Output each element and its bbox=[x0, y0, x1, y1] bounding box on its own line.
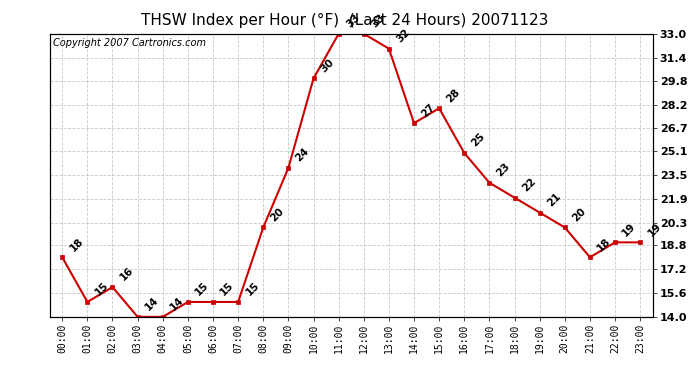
Text: 30: 30 bbox=[319, 57, 337, 74]
Text: 19: 19 bbox=[620, 221, 638, 238]
Text: 15: 15 bbox=[219, 280, 236, 298]
Text: 32: 32 bbox=[395, 27, 412, 45]
Text: Copyright 2007 Cartronics.com: Copyright 2007 Cartronics.com bbox=[52, 38, 206, 48]
Text: 24: 24 bbox=[294, 146, 311, 164]
Text: 14: 14 bbox=[144, 295, 161, 313]
Text: 28: 28 bbox=[445, 87, 462, 104]
Text: 15: 15 bbox=[93, 280, 110, 298]
Text: 18: 18 bbox=[595, 236, 613, 253]
Text: 18: 18 bbox=[68, 236, 85, 253]
Text: 19: 19 bbox=[646, 221, 663, 238]
Text: 14: 14 bbox=[168, 295, 186, 313]
Text: 20: 20 bbox=[269, 206, 286, 223]
Text: 21: 21 bbox=[545, 191, 562, 208]
Text: 15: 15 bbox=[193, 280, 210, 298]
Text: THSW Index per Hour (°F)  (Last 24 Hours) 20071123: THSW Index per Hour (°F) (Last 24 Hours)… bbox=[141, 13, 549, 28]
Text: 20: 20 bbox=[571, 206, 588, 223]
Text: 16: 16 bbox=[118, 266, 135, 283]
Text: 23: 23 bbox=[495, 161, 512, 178]
Text: 22: 22 bbox=[520, 176, 538, 194]
Text: 33: 33 bbox=[344, 12, 362, 30]
Text: 25: 25 bbox=[470, 132, 487, 149]
Text: 33: 33 bbox=[369, 12, 386, 30]
Text: 15: 15 bbox=[244, 280, 261, 298]
Text: 27: 27 bbox=[420, 102, 437, 119]
